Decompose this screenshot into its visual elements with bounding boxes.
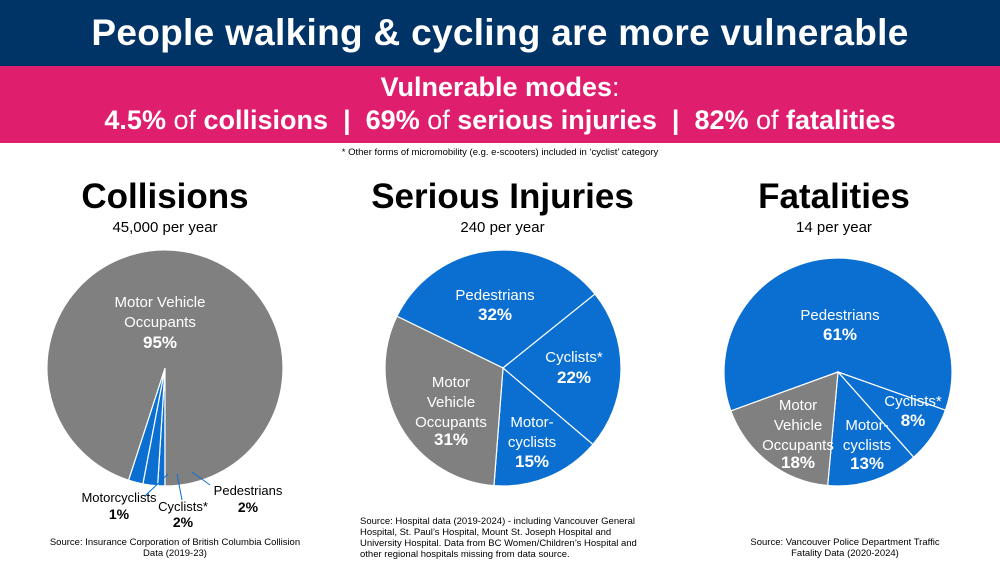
stat-separator-2: | [671, 105, 680, 135]
fatalities-title: Fatalities [758, 177, 910, 216]
slice-label: Motor- [845, 417, 888, 434]
slice-label: Motorcyclists [81, 490, 157, 505]
slice-value-label: 2% [238, 499, 259, 515]
summary-banner: Vulnerable modes: 4.5% of collisions | 6… [0, 66, 1000, 143]
leader-line [191, 471, 211, 486]
slice-value-label: 1% [109, 506, 130, 522]
slice-label: Pedestrians [214, 483, 283, 498]
slice-label: cyclists [508, 434, 556, 451]
stat2-label: serious injuries [457, 105, 657, 135]
slice-label: cyclists [843, 437, 891, 454]
slice-label: Occupants [415, 414, 487, 431]
pie-slice [384, 315, 504, 487]
slice-value-label: 8% [901, 411, 926, 430]
slice-label: Cyclists* [158, 499, 208, 514]
stat2-of: of [427, 105, 450, 135]
stat2-value: 69% [365, 105, 420, 135]
pie-slice [723, 257, 953, 412]
slice-value-label: 18% [781, 453, 815, 472]
collisions-source: Source: Insurance Corporation of British… [49, 537, 301, 559]
banner-heading: Vulnerable modes [380, 72, 613, 102]
serious-injuries-rate: 240 per year [460, 219, 545, 236]
banner-heading-colon: : [612, 72, 620, 102]
slice-label: Pedestrians [800, 307, 879, 324]
stat3-of: of [756, 105, 779, 135]
pie-chart-0: Motor Vehicle Occupants 95% Motorcyclists1%… [46, 249, 284, 530]
stat1-of: of [173, 105, 196, 135]
slice-label: Occupants [124, 314, 196, 331]
slice-value-label: 32% [478, 305, 512, 324]
slice-value-label: 22% [557, 368, 591, 387]
slice-value-label: 15% [515, 452, 549, 471]
stat1-value: 4.5% [104, 105, 166, 135]
slice-label: Motor- [510, 414, 553, 431]
fatalities-rate: 14 per year [796, 219, 872, 236]
slice-label: Pedestrians [455, 287, 534, 304]
page-title: People walking & cycling are more vulner… [0, 0, 1000, 66]
slice-label: Occupants [762, 437, 834, 454]
collisions-title: Collisions [81, 177, 249, 216]
banner-heading-line: Vulnerable modes: [0, 66, 1000, 103]
slice-value-label: 31% [434, 430, 468, 449]
fatalities-source: Source: Vancouver Police Department Traf… [750, 537, 940, 559]
slice-label: Cyclists* [545, 349, 603, 366]
pie-slice [396, 249, 596, 369]
stat3-label: fatalities [786, 105, 896, 135]
slice-value-label: 61% [823, 325, 857, 344]
slice-label: Motor [779, 397, 817, 414]
pie-slice [730, 371, 839, 487]
slice-label: Cyclists* [884, 393, 942, 410]
pie-slice [827, 370, 915, 487]
pie-slice [502, 293, 622, 446]
collisions-rate: 45,000 per year [112, 219, 218, 236]
slice-label: Vehicle [774, 417, 822, 434]
cyclist-footnote: * Other forms of micromobility (e.g. e-s… [341, 147, 659, 158]
serious-injuries-source: Source: Hospital data (2019-2024) - incl… [360, 516, 637, 560]
slice-value-label: 95% [143, 333, 177, 352]
slice-value-label: 2% [173, 514, 194, 530]
leader-line [176, 473, 183, 501]
collisions-header: Collisions 45,000 per year [60, 176, 270, 238]
stat-separator-1: | [343, 105, 351, 135]
banner-stats-line: 4.5% of collisions | 69% of serious inju… [0, 103, 1000, 137]
slice-label: Motor Vehicle [115, 294, 206, 311]
slice-label: Vehicle [427, 394, 475, 411]
fatalities-header: Fatalities 14 per year [734, 176, 934, 238]
stat1-label: collisions [203, 105, 329, 135]
leader-line [144, 473, 169, 497]
pie-slice [493, 366, 594, 487]
stat3-value: 82% [694, 105, 749, 135]
pie-chart-2: Pedestrians61%Cyclists*8%Motor-cyclists1… [723, 257, 953, 487]
serious-injuries-header: Serious Injuries 240 per year [345, 176, 660, 238]
slice-label: Motor [432, 374, 470, 391]
slice-value-label: 13% [850, 454, 884, 473]
serious-injuries-title: Serious Injuries [371, 177, 634, 216]
pie-slice [46, 249, 284, 487]
